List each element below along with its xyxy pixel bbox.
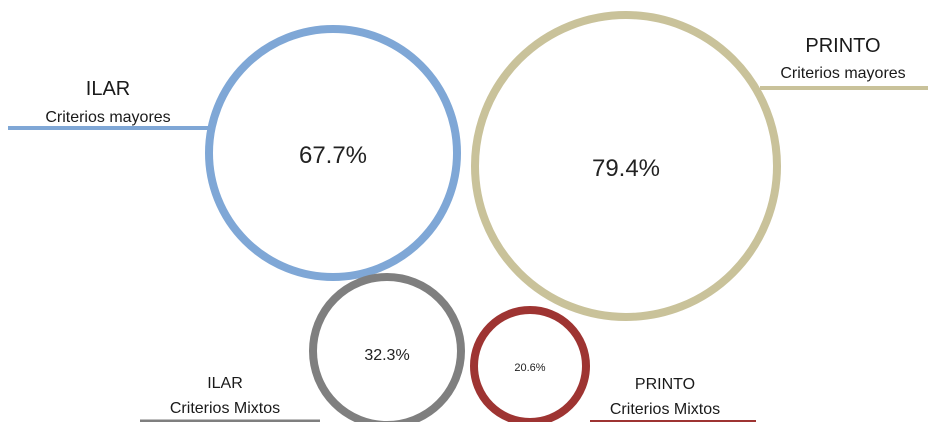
ilar-mayores-bubble <box>205 25 461 281</box>
printo-mayores-bubble <box>471 11 781 321</box>
printo-mayores-group-label: PRINTO <box>805 35 880 57</box>
ilar-mayores-group-label: ILAR <box>86 78 130 100</box>
printo-mixtos-value-label: 20.6% <box>514 362 545 374</box>
printo-mayores-category-label: Criterios mayores <box>780 65 905 82</box>
printo-mixtos-group-label: PRINTO <box>635 376 695 393</box>
ilar-mixtos-bubble <box>309 273 465 422</box>
printo-mayores-value-label: 79.4% <box>592 155 660 182</box>
ilar-mixtos-category-label: Criterios Mixtos <box>170 400 280 417</box>
ilar-mayores-value-label: 67.7% <box>299 142 367 169</box>
ilar-mayores-category-label: Criterios mayores <box>45 109 170 126</box>
ilar-mixtos-group-label: ILAR <box>207 375 243 392</box>
ilar-mixtos-value-label: 32.3% <box>364 347 409 364</box>
printo-mixtos-category-label: Criterios Mixtos <box>610 401 720 418</box>
printo-mixtos-bubble <box>470 306 590 422</box>
